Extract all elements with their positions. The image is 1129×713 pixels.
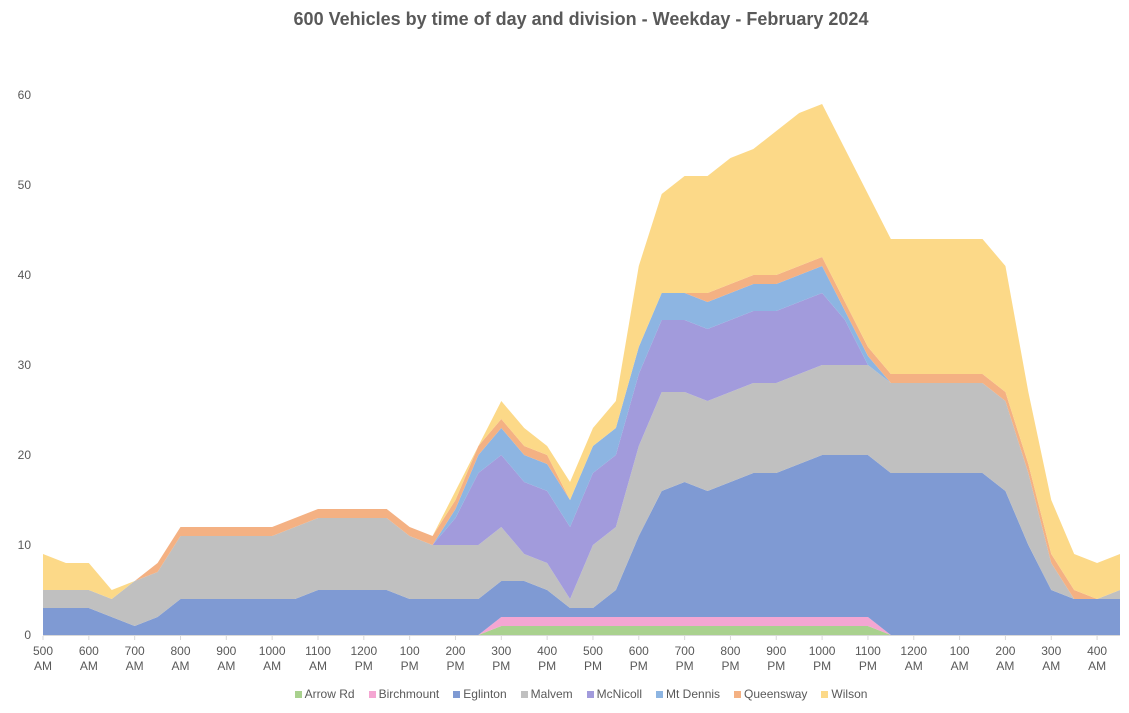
x-tick-label: PM <box>859 659 877 673</box>
y-tick-label: 40 <box>18 268 32 282</box>
area-birchmount <box>43 617 1120 635</box>
x-tick-label: 700 <box>675 644 695 658</box>
x-tick-label: AM <box>1042 659 1060 673</box>
y-tick-label: 60 <box>18 88 32 102</box>
y-tick-label: 10 <box>18 538 32 552</box>
legend-item-mcnicoll: McNicoll <box>586 687 643 701</box>
x-tick-label: 200 <box>445 644 465 658</box>
x-tick-label: 300 <box>1041 644 1061 658</box>
area-wilson <box>43 104 1120 599</box>
area-malvern <box>43 365 1120 626</box>
legend-swatch <box>368 690 376 698</box>
x-tick-label: PM <box>630 659 648 673</box>
legend-label: McNicoll <box>596 687 643 701</box>
legend-label: Malvem <box>530 687 573 701</box>
legend-item-birchmount: Birchmount <box>368 687 440 701</box>
legend-label: Arrow Rd <box>304 687 355 701</box>
legend-label: Birchmount <box>378 687 440 701</box>
x-tick-label: 500 <box>33 644 53 658</box>
x-tick-label: 600 <box>79 644 99 658</box>
x-tick-label: 800 <box>170 644 190 658</box>
legend-label: Queensway <box>744 687 808 701</box>
x-tick-label: AM <box>171 659 189 673</box>
series-areas <box>43 104 1120 635</box>
x-tick-label: PM <box>767 659 785 673</box>
legend-swatch <box>821 690 829 698</box>
x-tick-label: AM <box>34 659 52 673</box>
x-tick-label: AM <box>126 659 144 673</box>
x-tick-label: PM <box>355 659 373 673</box>
x-tick-label: 400 <box>537 644 557 658</box>
x-tick-label: 1000 <box>809 644 836 658</box>
y-axis: 0 10 20 30 40 50 60 <box>18 88 32 642</box>
x-tick-label: 100 <box>400 644 420 658</box>
x-tick-label: 100 <box>950 644 970 658</box>
x-tick-label: AM <box>309 659 327 673</box>
area-arrow-rd <box>43 626 1120 635</box>
x-tick-label: AM <box>80 659 98 673</box>
x-tick-label: 600 <box>629 644 649 658</box>
x-tick-label: PM <box>584 659 602 673</box>
x-tick-label: PM <box>721 659 739 673</box>
legend-swatch <box>734 690 742 698</box>
legend-item-arrow-rd: Arrow Rd <box>294 687 355 701</box>
x-tick-label: AM <box>905 659 923 673</box>
x-tick-label: 1200 <box>900 644 927 658</box>
area-mcnicoll <box>43 293 1120 599</box>
legend-swatch <box>294 690 302 698</box>
x-tick-label: AM <box>217 659 235 673</box>
x-tick-label: 1000 <box>259 644 286 658</box>
legend-label: Mt Dennis <box>666 687 721 701</box>
x-tick-label: 1100 <box>855 644 881 658</box>
x-tick-label: 800 <box>720 644 740 658</box>
x-tick-label: AM <box>263 659 281 673</box>
legend-item-eglinton: Eglinton <box>453 687 507 701</box>
x-tick-label: 500 <box>583 644 603 658</box>
x-tick-label: 300 <box>491 644 511 658</box>
x-axis: 500AM600AM700AM800AM900AM1000AM1100AM120… <box>33 636 1107 673</box>
x-tick-label: 700 <box>125 644 145 658</box>
legend-label: Wilson <box>831 687 868 701</box>
legend-item-mt-dennis: Mt Dennis <box>656 687 720 701</box>
area-queensway <box>43 257 1120 599</box>
x-tick-label: 400 <box>1087 644 1107 658</box>
x-tick-label: 200 <box>995 644 1015 658</box>
x-tick-label: AM <box>951 659 969 673</box>
legend: Arrow Rd Birchmount Eglinton Malvem McNicoll… <box>0 687 1129 701</box>
chart-title: 600 Vehicles by time of day and division… <box>293 9 869 29</box>
legend-item-queensway: Queensway <box>734 687 807 701</box>
x-tick-label: 1200 <box>350 644 377 658</box>
legend-label: Eglinton <box>463 687 507 701</box>
x-tick-label: PM <box>813 659 831 673</box>
x-tick-label: PM <box>676 659 694 673</box>
x-tick-label: 900 <box>766 644 786 658</box>
legend-swatch <box>586 690 594 698</box>
y-tick-label: 50 <box>18 178 32 192</box>
x-tick-label: AM <box>996 659 1014 673</box>
legend-swatch <box>453 690 461 698</box>
x-tick-label: PM <box>492 659 510 673</box>
x-tick-label: 1100 <box>305 644 331 658</box>
y-tick-label: 20 <box>18 448 32 462</box>
y-tick-label: 0 <box>24 628 31 642</box>
x-tick-label: PM <box>446 659 464 673</box>
legend-item-malvern: Malvem <box>520 687 573 701</box>
legend-item-wilson: Wilson <box>821 687 867 701</box>
legend-swatch <box>520 690 528 698</box>
x-tick-label: AM <box>1088 659 1106 673</box>
x-tick-label: PM <box>401 659 419 673</box>
x-tick-label: PM <box>538 659 556 673</box>
area-eglinton <box>43 455 1120 635</box>
x-tick-label: 900 <box>216 644 236 658</box>
legend-swatch <box>656 690 664 698</box>
y-tick-label: 30 <box>18 358 32 372</box>
